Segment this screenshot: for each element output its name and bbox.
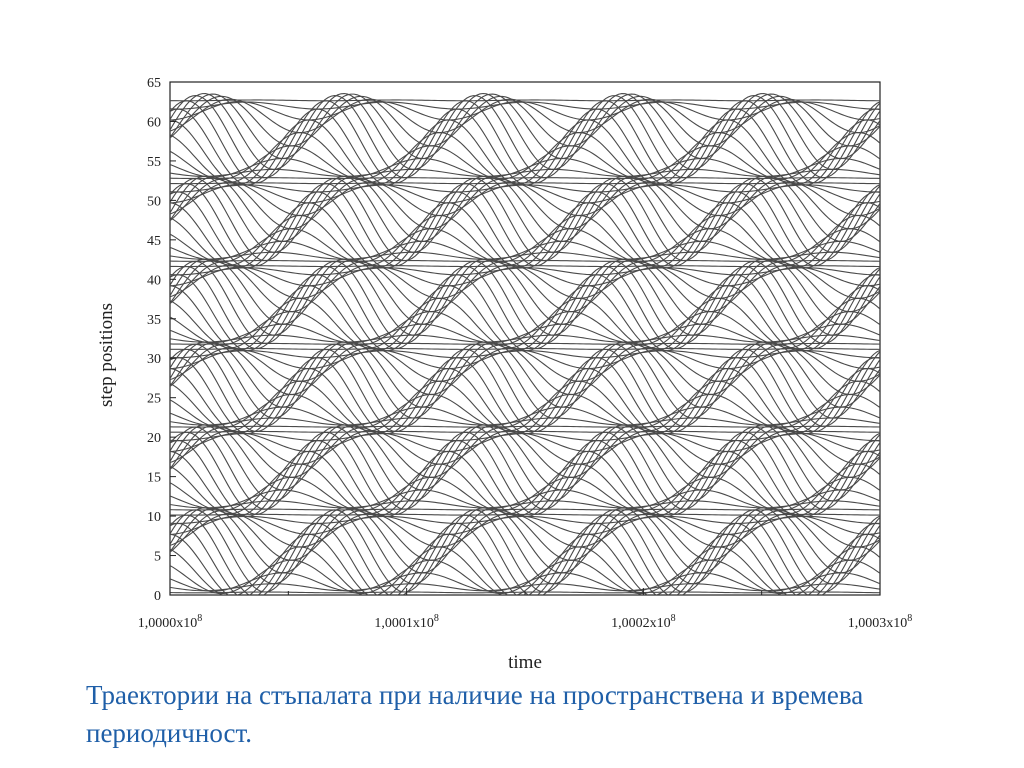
step-trajectory-line bbox=[170, 260, 880, 344]
step-trajectory-line bbox=[170, 424, 880, 491]
y-tick-label: 15 bbox=[147, 471, 161, 486]
slide-caption: Траектории на стъпалата при наличие на п… bbox=[86, 680, 864, 748]
y-tick-label: 65 bbox=[147, 76, 161, 91]
step-trajectory-line bbox=[170, 509, 880, 593]
step-trajectory-line bbox=[170, 265, 880, 350]
step-trajectory-line bbox=[170, 157, 880, 178]
step-trajectory-line bbox=[170, 357, 880, 435]
y-tick-label: 35 bbox=[147, 313, 161, 328]
step-trajectory-line bbox=[170, 431, 880, 515]
step-trajectory-line bbox=[170, 176, 880, 242]
y-tick-label: 50 bbox=[147, 194, 161, 209]
step-trajectory-line bbox=[170, 177, 880, 262]
step-trajectory-line bbox=[170, 342, 880, 408]
step-trajectory-line bbox=[170, 439, 880, 517]
step-trajectory-line bbox=[170, 380, 880, 432]
step-trajectory-line bbox=[170, 297, 880, 349]
step-trajectory-line bbox=[170, 274, 880, 352]
step-trajectory-line bbox=[170, 510, 880, 561]
step-trajectory-line bbox=[170, 261, 880, 313]
step-trajectory-line bbox=[170, 367, 880, 434]
step-trajectory-line bbox=[170, 264, 880, 299]
step-trajectory-line bbox=[170, 183, 880, 267]
y-axis-label: step positions bbox=[96, 303, 117, 407]
step-trajectory-line bbox=[170, 99, 880, 102]
step-trajectory-line bbox=[170, 406, 880, 427]
step-trajectory-line bbox=[170, 98, 880, 134]
y-tick-label: 55 bbox=[147, 155, 161, 170]
y-axis-ticks: 0 5 10 15 20 25 30 35 40 45 50 55 60 65 bbox=[147, 76, 176, 604]
step-trajectory-line bbox=[170, 430, 880, 465]
step-trajectory-line bbox=[170, 348, 880, 433]
step-trajectory-line bbox=[170, 191, 880, 269]
step-trajectory-line bbox=[170, 323, 880, 344]
step-trajectory-line bbox=[170, 572, 880, 592]
trajectory-lines bbox=[170, 92, 880, 595]
step-trajectory-line bbox=[170, 489, 880, 509]
step-trajectory-line bbox=[170, 92, 880, 170]
step-trajectory-line bbox=[170, 513, 880, 548]
step-trajectory-line bbox=[170, 343, 880, 427]
step-trajectory-line bbox=[170, 285, 880, 351]
step-trajectory-line bbox=[170, 427, 880, 478]
y-tick-label: 40 bbox=[147, 273, 161, 288]
step-trajectory-line bbox=[170, 214, 880, 266]
x-tick-label: 1,0003x108 bbox=[848, 613, 913, 631]
step-trajectory-line bbox=[170, 93, 880, 160]
y-tick-label: 60 bbox=[147, 115, 161, 130]
y-tick-label: 20 bbox=[147, 431, 161, 446]
step-trajectory-line bbox=[170, 132, 880, 183]
y-tick-label: 30 bbox=[147, 352, 161, 367]
y-tick-label: 5 bbox=[154, 550, 161, 565]
x-tick-label: 1,0002x108 bbox=[611, 613, 676, 631]
y-tick-label: 25 bbox=[147, 392, 161, 407]
y-tick-label: 45 bbox=[147, 234, 161, 249]
step-trajectory-line bbox=[170, 347, 880, 382]
x-tick-label: 1,0000x108 bbox=[138, 613, 203, 631]
step-trajectory-line bbox=[170, 178, 880, 230]
step-trajectory-line bbox=[170, 450, 880, 517]
step-trajectory-line bbox=[170, 240, 880, 261]
step-trajectory-line bbox=[170, 546, 880, 595]
x-axis-ticks: 1,0000x108 1,0001x108 1,0002x108 1,0003x108 bbox=[138, 588, 913, 631]
step-trajectory-line bbox=[170, 259, 880, 325]
step-trajectory-line bbox=[170, 344, 880, 396]
x-tick-label: 1,0001x108 bbox=[374, 613, 439, 631]
step-trajectory-line bbox=[170, 507, 880, 574]
step-trajectory-line bbox=[170, 108, 880, 186]
step-trajectory-line bbox=[170, 95, 880, 179]
step-trajectory-line bbox=[170, 119, 880, 185]
step-trajectory-line bbox=[170, 202, 880, 268]
step-trajectory-line bbox=[170, 463, 880, 515]
y-tick-label: 0 bbox=[154, 589, 161, 604]
step-trajectory-line bbox=[170, 533, 880, 595]
step-trajectory-line bbox=[170, 426, 880, 510]
step-trajectory-line bbox=[170, 100, 880, 184]
step-trajectory-line bbox=[170, 522, 880, 595]
x-axis-label: time bbox=[508, 652, 542, 673]
step-trajectory-line bbox=[170, 101, 880, 110]
step-trajectory-line bbox=[170, 95, 880, 147]
y-tick-label: 10 bbox=[147, 510, 161, 525]
step-trajectory-line bbox=[170, 181, 880, 217]
